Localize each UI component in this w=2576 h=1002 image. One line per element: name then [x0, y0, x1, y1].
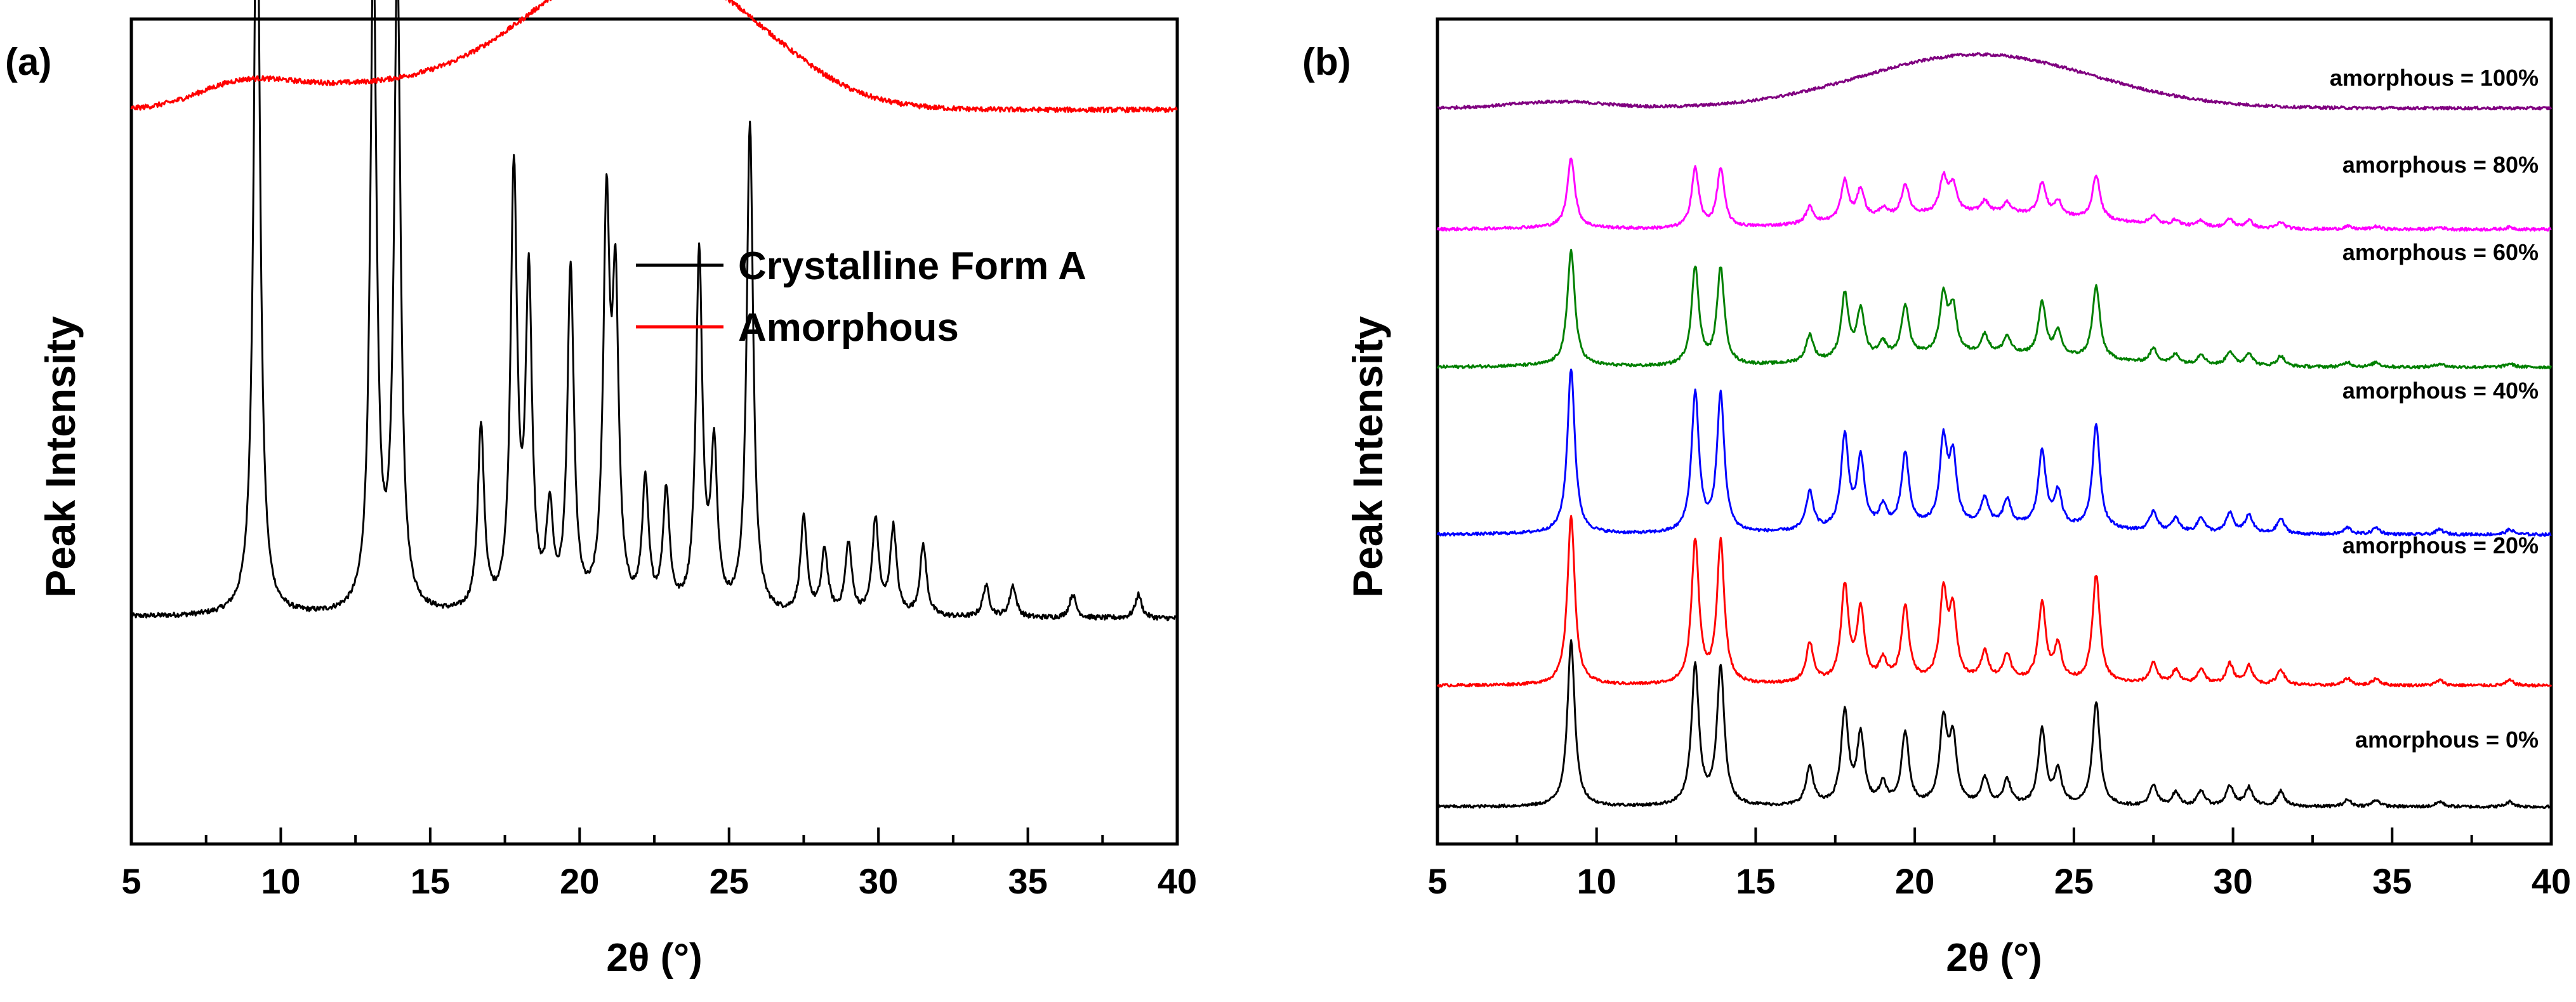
x-tick-label: 20 — [1895, 861, 1934, 901]
x-tick-label: 20 — [560, 861, 599, 901]
y-axis-label-a: Peak Intensity — [37, 316, 84, 598]
series-line-amorphous-20 — [1436, 515, 2553, 688]
panel-b: (b) 5 10 15 20 25 30 35 40 2θ (°) Peak Intensit… — [1302, 17, 2571, 980]
x-axis-label-a: 2θ (°) — [606, 936, 702, 980]
legend-label-amorphous: Amorphous — [738, 306, 959, 350]
x-tick-label: 25 — [710, 861, 749, 901]
series-line-amorphous-0 — [1436, 639, 2553, 809]
series-line-amorphous — [130, 0, 1178, 114]
series-line-amorphous-40 — [1436, 368, 2552, 537]
series-label-amorphous-100: amorphous = 100% — [2330, 65, 2539, 91]
x-tick-label: 35 — [1008, 861, 1047, 901]
x-tick-label: 35 — [2372, 861, 2412, 901]
curves-a — [130, 0, 1178, 622]
series-label-amorphous-40: amorphous = 40% — [2342, 378, 2539, 404]
x-axis-ticks-b: 5 10 15 20 25 30 35 40 — [1427, 827, 2571, 901]
plot-frame-b — [1436, 17, 2553, 846]
x-tick-label: 5 — [121, 861, 141, 901]
x-tick-label: 10 — [261, 861, 300, 901]
panel-label-a: (a) — [5, 41, 51, 83]
series-line-amorphous-60 — [1436, 249, 2553, 370]
series-label-amorphous-0: amorphous = 0% — [2355, 727, 2539, 753]
plot-frame-a — [129, 17, 1179, 846]
series-label-amorphous-80: amorphous = 80% — [2342, 152, 2539, 178]
x-tick-label: 15 — [411, 861, 450, 901]
x-tick-label: 25 — [2054, 861, 2094, 901]
curves-b — [1436, 52, 2553, 809]
x-tick-label: 10 — [1577, 861, 1616, 901]
series-line-crystalline-form-a — [130, 0, 1178, 622]
y-axis-label-b: Peak Intensity — [1344, 316, 1391, 598]
x-tick-label: 40 — [2532, 861, 2571, 901]
x-tick-label: 15 — [1736, 861, 1775, 901]
series-label-amorphous-60: amorphous = 60% — [2342, 239, 2539, 265]
x-axis-label-b: 2θ (°) — [1946, 936, 2042, 980]
x-axis-ticks-a: 5 10 15 20 25 30 35 40 — [121, 827, 1197, 901]
legend: Crystalline Form A Amorphous — [636, 244, 1087, 350]
series-labels-b: amorphous = 100% amorphous = 80% amorpho… — [2330, 65, 2539, 753]
series-line-amorphous-100 — [1437, 52, 2553, 111]
x-tick-label: 30 — [2213, 861, 2252, 901]
legend-label-crystalline: Crystalline Form A — [738, 244, 1087, 288]
x-tick-label: 5 — [1427, 861, 1447, 901]
x-tick-label: 40 — [1158, 861, 1197, 901]
x-tick-label: 30 — [859, 861, 898, 901]
series-label-amorphous-20: amorphous = 20% — [2342, 532, 2539, 558]
panel-label-b: (b) — [1302, 41, 1351, 83]
series-line-amorphous-80 — [1436, 157, 2552, 232]
panel-a: (a) 5 10 15 20 25 30 35 40 2θ (°) Peak Intensit… — [5, 0, 1197, 980]
